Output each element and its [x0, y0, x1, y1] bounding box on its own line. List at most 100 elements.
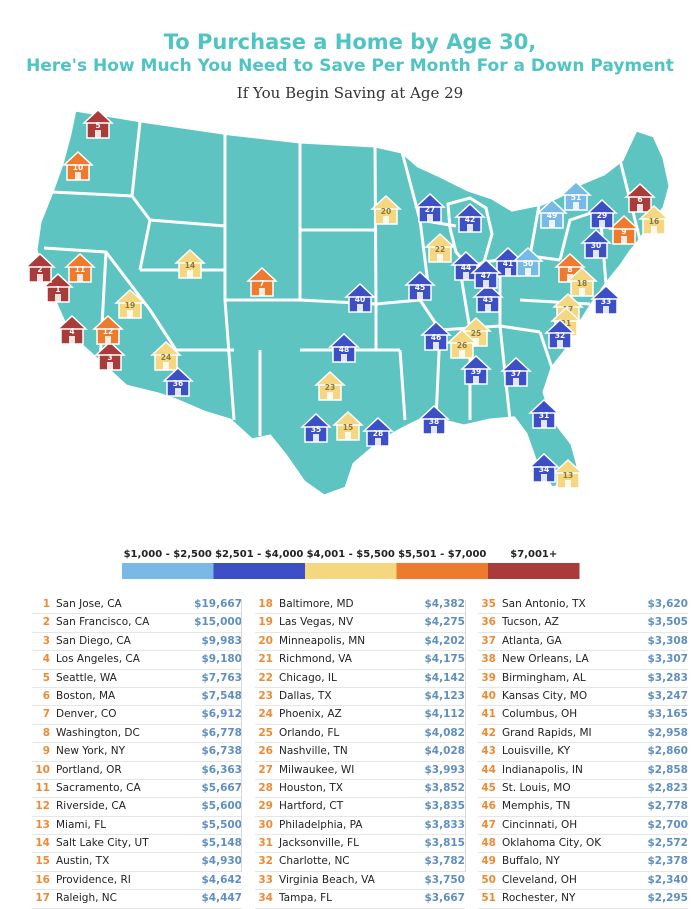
table-row: 42 Grand Rapids, MI $2,958 [478, 725, 688, 744]
rank-number: 12 [35, 800, 50, 813]
rank-number: 27 [258, 763, 273, 776]
house-door [513, 378, 519, 386]
table-row: 1 San Jose, CA $19,667 [32, 596, 242, 615]
house-rank-label: 27 [425, 205, 435, 214]
legend-swatch [213, 563, 305, 579]
house-rank-label: 33 [601, 297, 611, 306]
monthly-savings-value: $7,548 [201, 689, 242, 702]
house-marker-9: 9 [608, 214, 640, 245]
city-name: San Francisco, CA [56, 616, 150, 629]
house-roof [332, 410, 364, 426]
house-door [427, 214, 433, 222]
house-rank-label: 24 [161, 353, 171, 362]
house-rank-label: 42 [465, 215, 475, 224]
city-name: Philadelphia, PA [279, 818, 363, 831]
table-row: 10 Portland, OR $6,363 [32, 762, 242, 780]
house-rank-label: 16 [649, 217, 659, 226]
monthly-savings-value: $3,283 [647, 671, 688, 684]
house-marker-16: 16 [638, 204, 670, 235]
house-door [187, 270, 193, 278]
rank-number: 50 [481, 873, 496, 886]
city-name: Baltimore, MD [279, 598, 354, 610]
monthly-savings-value: $4,082 [424, 726, 465, 739]
column-divider [241, 600, 242, 872]
ranking-column-2: 18 Baltimore, MD $4,382 19 Las Vegas, NV $4,2… [255, 596, 465, 909]
house-door [651, 226, 657, 234]
house-door [567, 274, 573, 282]
house-door [341, 354, 347, 362]
house-rank-label: 9 [621, 227, 626, 236]
monthly-savings-value: $5,148 [201, 837, 242, 850]
house-rank-label: 13 [563, 471, 573, 480]
monthly-savings-value: $3,165 [647, 708, 688, 721]
house-marker-3: 3 [94, 340, 126, 371]
house-marker-44: 44 [450, 250, 482, 281]
monthly-savings-value: $4,142 [424, 671, 465, 684]
city-name: Virginia Beach, VA [279, 873, 375, 886]
house-roof [500, 356, 532, 372]
monthly-savings-value: $5,500 [201, 818, 242, 831]
house-roof [56, 314, 88, 330]
city-name: Kansas City, MO [502, 689, 588, 702]
rank-number: 35 [481, 598, 496, 610]
legend-label: $1,000 - $2,500 [124, 549, 212, 560]
city-name: Sacramento, CA [56, 781, 141, 794]
legend-swatch [122, 563, 214, 579]
rank-number: 48 [481, 837, 496, 850]
table-row: 11 Sacramento, CA $5,667 [32, 780, 242, 799]
house-door [55, 294, 61, 302]
house-door [163, 362, 169, 370]
chart-caption: If You Begin Saving at Age 29 [236, 84, 464, 102]
house-door [95, 130, 101, 138]
monthly-savings-value: $2,340 [647, 873, 688, 886]
house-marker-36: 36 [162, 366, 194, 397]
city-name: St. Louis, MO [502, 781, 571, 794]
house-marker-32: 32 [544, 318, 576, 349]
table-row: 29 Hartford, CT $3,835 [255, 798, 465, 817]
table-row: 18 Baltimore, MD $4,382 [255, 596, 465, 615]
house-roof [246, 266, 278, 282]
table-row: 40 Kansas City, MO $3,247 [478, 688, 688, 707]
monthly-savings-value: $2,378 [647, 855, 688, 868]
house-door [573, 202, 579, 210]
table-row: 39 Birmingham, AL $3,283 [478, 670, 688, 688]
house-rank-label: 45 [415, 283, 425, 292]
monthly-savings-value: $4,930 [201, 855, 242, 868]
table-row: 5 Seattle, WA $7,763 [32, 670, 242, 688]
house-rank-label: 46 [431, 333, 441, 342]
house-door [541, 420, 547, 428]
house-rank-label: 35 [311, 425, 321, 434]
rank-number: 22 [258, 671, 273, 684]
house-roof [450, 250, 482, 266]
house-rank-label: 21 [561, 319, 571, 328]
table-row: 9 New York, NY $6,738 [32, 743, 242, 762]
legend-label: $4,001 - $5,500 [307, 549, 395, 560]
house-rank-label: 37 [511, 369, 521, 378]
house-rank-label: 36 [173, 379, 183, 388]
city-name: Hartford, CT [279, 800, 344, 813]
house-marker-10: 10 [62, 150, 94, 181]
city-name: Washington, DC [56, 726, 140, 739]
city-name: Birmingham, AL [502, 671, 586, 684]
house-door [357, 304, 363, 312]
state-border [528, 199, 542, 257]
monthly-savings-value: $19,667 [194, 598, 242, 610]
house-marker-35: 35 [300, 412, 332, 443]
state-border [398, 349, 407, 421]
house-marker-34: 34 [528, 452, 560, 483]
house-marker-49: 49 [536, 198, 568, 229]
rank-number: 29 [258, 800, 273, 813]
house-roof [460, 316, 492, 332]
rank-number: 7 [42, 708, 50, 721]
house-door [433, 342, 439, 350]
state-border [43, 246, 178, 351]
city-name: Salt Lake City, UT [56, 837, 149, 850]
house-door [463, 272, 469, 280]
house-rank-label: 41 [503, 259, 513, 268]
house-door [327, 392, 333, 400]
city-name: Indianapolis, IN [502, 763, 583, 776]
house-rank-label: 40 [355, 295, 365, 304]
house-rank-label: 14 [185, 261, 195, 270]
ranking-column-1: 1 San Jose, CA $19,667 2 San Francisco, CA $1… [32, 596, 242, 909]
monthly-savings-value: $3,782 [424, 855, 465, 868]
